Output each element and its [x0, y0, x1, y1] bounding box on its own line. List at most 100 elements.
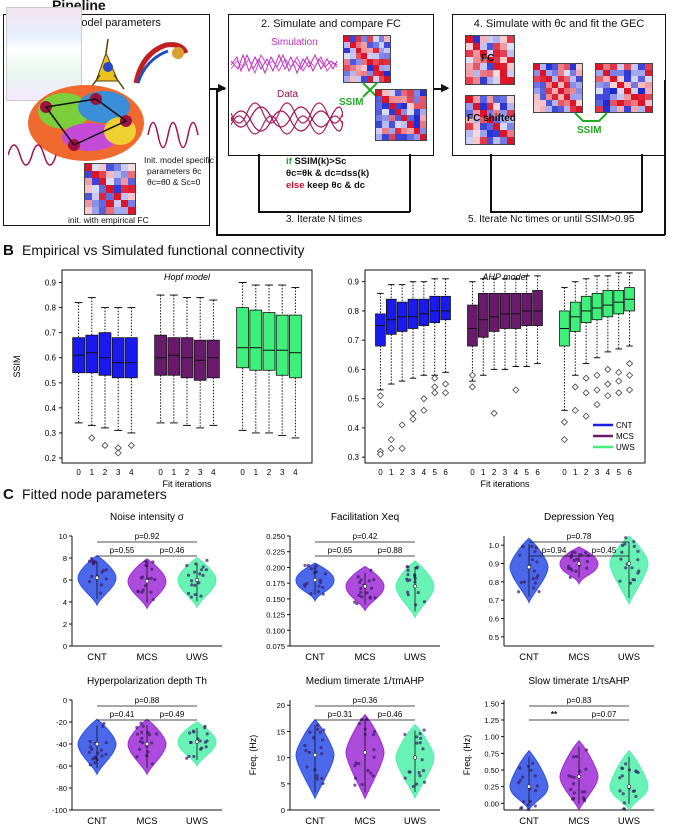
data-point — [522, 580, 526, 584]
violin-title: Slow timerate 1/τsAHP — [528, 676, 630, 687]
data-point — [353, 776, 358, 780]
y-tick-label: 0.250 — [266, 532, 285, 541]
heatmap-cell — [507, 123, 514, 131]
heatmap-cell — [603, 100, 610, 106]
heatmap-cell — [361, 70, 367, 77]
rule-if: if — [286, 156, 292, 167]
heatmap-cell — [92, 185, 100, 193]
p-value-all: p=0.83 — [567, 696, 592, 705]
outlier — [604, 380, 612, 388]
heatmap-cell — [624, 88, 631, 94]
heatmap-cell — [472, 123, 480, 131]
heatmap-cell — [372, 76, 379, 82]
data-point — [582, 799, 587, 803]
x-tick-label: MCS — [136, 816, 157, 827]
data-point — [316, 589, 321, 594]
data-point — [303, 584, 307, 588]
heatmap-cell — [500, 42, 508, 50]
x-tick-label: MCS — [354, 652, 375, 663]
heatmap-cell — [344, 41, 350, 48]
heatmap-cell — [603, 88, 610, 94]
data-point — [319, 746, 323, 750]
heatmap-cell — [546, 94, 552, 100]
p-value-1: p=0.94 — [542, 546, 567, 555]
rule-else: else — [286, 180, 305, 191]
data-point — [135, 725, 139, 730]
violin-plot-5: Slow timerate 1/τsAHP 0.00 0.25 0.50 0.75 1.0… — [462, 676, 654, 827]
heatmap-cell — [466, 109, 473, 117]
x-tick-label: UWS — [618, 816, 640, 827]
data-point — [632, 789, 637, 793]
heatmap-cell — [407, 121, 414, 128]
data-point — [623, 542, 627, 546]
data-point — [414, 603, 418, 607]
data-point — [149, 590, 153, 594]
data-point — [151, 560, 155, 564]
x-tick-label: 4 — [211, 468, 216, 477]
heatmap-cell — [564, 106, 570, 112]
data-point — [141, 741, 145, 745]
heatmap-cell — [570, 70, 576, 76]
data-fc-heatmap — [375, 89, 427, 141]
heatmap-cell — [355, 70, 362, 77]
data-point — [572, 775, 576, 779]
violin-median — [362, 750, 368, 755]
y-axis-label: SSIM — [12, 355, 22, 377]
heatmap-cell — [113, 178, 121, 186]
data-point — [371, 774, 375, 778]
data-point — [353, 763, 357, 768]
data-point — [140, 575, 145, 579]
data-point — [632, 544, 636, 548]
heatmap-cell — [552, 64, 558, 70]
box — [532, 290, 543, 326]
heatmap-cell — [507, 36, 514, 43]
data-point — [93, 560, 97, 564]
heatmap-cell — [486, 116, 494, 124]
plot-frame — [61, 269, 313, 464]
data-point — [630, 566, 634, 570]
data-point — [406, 593, 410, 597]
legend-label: CNT — [616, 421, 633, 430]
heatmap-cell — [378, 53, 385, 59]
heatmap-cell — [127, 192, 135, 200]
p-value-2: p=0.88 — [378, 546, 403, 555]
panel-a: Pipeline 1. model parameters — [0, 0, 673, 240]
heatmap-cell — [407, 127, 414, 134]
heatmap-cell — [388, 121, 395, 128]
ssim-arrow-4 — [574, 112, 608, 122]
data-point — [579, 553, 584, 557]
heatmap-cell — [349, 36, 356, 42]
heatmap-cell — [631, 100, 638, 106]
data-point — [137, 747, 142, 751]
heatmap-cell — [394, 133, 401, 140]
data-point — [627, 768, 632, 772]
step1-eq-text: θc=θ0 & Sc=0 — [147, 177, 201, 187]
heatmap-cell — [407, 133, 414, 140]
heatmap-cell — [500, 102, 508, 110]
heatmap-cell — [376, 96, 383, 103]
y-tick-label: 6 — [63, 576, 67, 585]
heatmap-cell — [376, 108, 383, 115]
heatmap-cell — [631, 76, 638, 82]
heatmap-cell — [610, 82, 617, 88]
sim-label: Simulation — [271, 37, 318, 48]
y-axis-label: Freq. (Hz) — [248, 735, 258, 776]
data-point — [307, 750, 311, 755]
heatmap-cell — [558, 88, 564, 94]
heatmap-cell — [106, 206, 114, 214]
empirical-fc-heatmap — [84, 163, 136, 215]
data-point — [583, 790, 587, 794]
data-point — [620, 550, 624, 554]
heatmap-cell — [349, 41, 356, 48]
data-point — [574, 754, 579, 759]
box — [98, 332, 112, 376]
data-point — [405, 565, 409, 569]
outlier — [442, 380, 450, 388]
data-point — [618, 579, 622, 583]
data-point — [359, 578, 363, 582]
gec-heatmap-2 — [595, 63, 653, 113]
heatmap-cell — [507, 56, 514, 64]
iteration-rule: if SSIM(k)>Sc θc=θk & dc=dss(k) else kee… — [286, 156, 426, 192]
outlier — [512, 386, 520, 394]
data-point — [567, 564, 571, 568]
